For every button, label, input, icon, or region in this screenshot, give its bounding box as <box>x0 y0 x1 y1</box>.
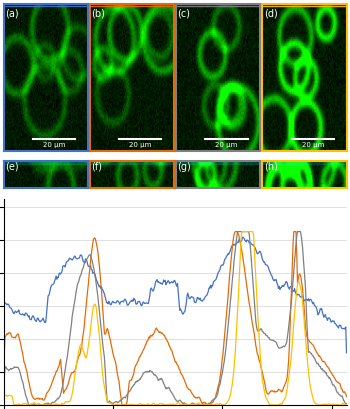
ST2 <box>240 229 244 234</box>
ST2 <box>52 402 56 407</box>
ST2 <box>132 402 137 407</box>
ST5 <box>52 400 56 405</box>
ST5 <box>275 342 279 347</box>
ST10 <box>51 378 55 382</box>
WF <box>1 335 6 340</box>
ST10 <box>233 229 237 234</box>
WF <box>240 235 245 240</box>
ST2 <box>344 402 349 407</box>
WF <box>274 277 278 282</box>
ST10 <box>70 370 74 375</box>
Text: 20 μm: 20 μm <box>129 142 152 148</box>
ST5 <box>71 309 75 314</box>
ST2 <box>196 401 200 406</box>
Line: ST5: ST5 <box>4 231 346 405</box>
ST5 <box>1 384 6 389</box>
ST10 <box>275 389 279 394</box>
Text: 20 μm: 20 μm <box>215 142 238 148</box>
Bar <box>4 162 88 164</box>
WF <box>51 281 55 286</box>
WF <box>195 295 199 300</box>
Text: (h): (h) <box>264 162 278 172</box>
ST10 <box>132 367 137 372</box>
WF <box>18 311 22 316</box>
Text: (e): (e) <box>5 162 19 172</box>
ST5 <box>344 401 349 406</box>
WF <box>132 296 136 301</box>
WF <box>70 258 74 263</box>
Text: 20 μm: 20 μm <box>43 142 65 148</box>
ST10 <box>1 369 6 374</box>
ST5 <box>132 382 137 387</box>
WF <box>344 350 349 355</box>
ST2 <box>18 402 22 407</box>
Bar <box>90 162 174 164</box>
ST10 <box>120 402 124 407</box>
ST2 <box>275 402 279 407</box>
Bar <box>262 162 346 164</box>
Text: (c): (c) <box>177 9 190 18</box>
ST10 <box>344 394 349 399</box>
ST10 <box>196 395 200 400</box>
ST5 <box>236 229 240 234</box>
Text: (b): (b) <box>91 9 105 18</box>
Text: (f): (f) <box>91 162 102 172</box>
ST5 <box>196 402 200 407</box>
Text: (d): (d) <box>264 9 278 18</box>
ST2 <box>71 387 75 392</box>
Line: ST2: ST2 <box>4 231 346 405</box>
Line: ST10: ST10 <box>4 231 346 405</box>
Bar <box>176 162 260 164</box>
Line: WF: WF <box>4 237 346 353</box>
ST10 <box>18 337 22 342</box>
ST2 <box>1 396 6 401</box>
ST5 <box>27 402 31 407</box>
ST2 <box>12 402 16 407</box>
Text: (a): (a) <box>5 9 19 18</box>
Text: 20 μm: 20 μm <box>301 142 324 148</box>
ST5 <box>18 368 22 373</box>
Text: (g): (g) <box>177 162 191 172</box>
